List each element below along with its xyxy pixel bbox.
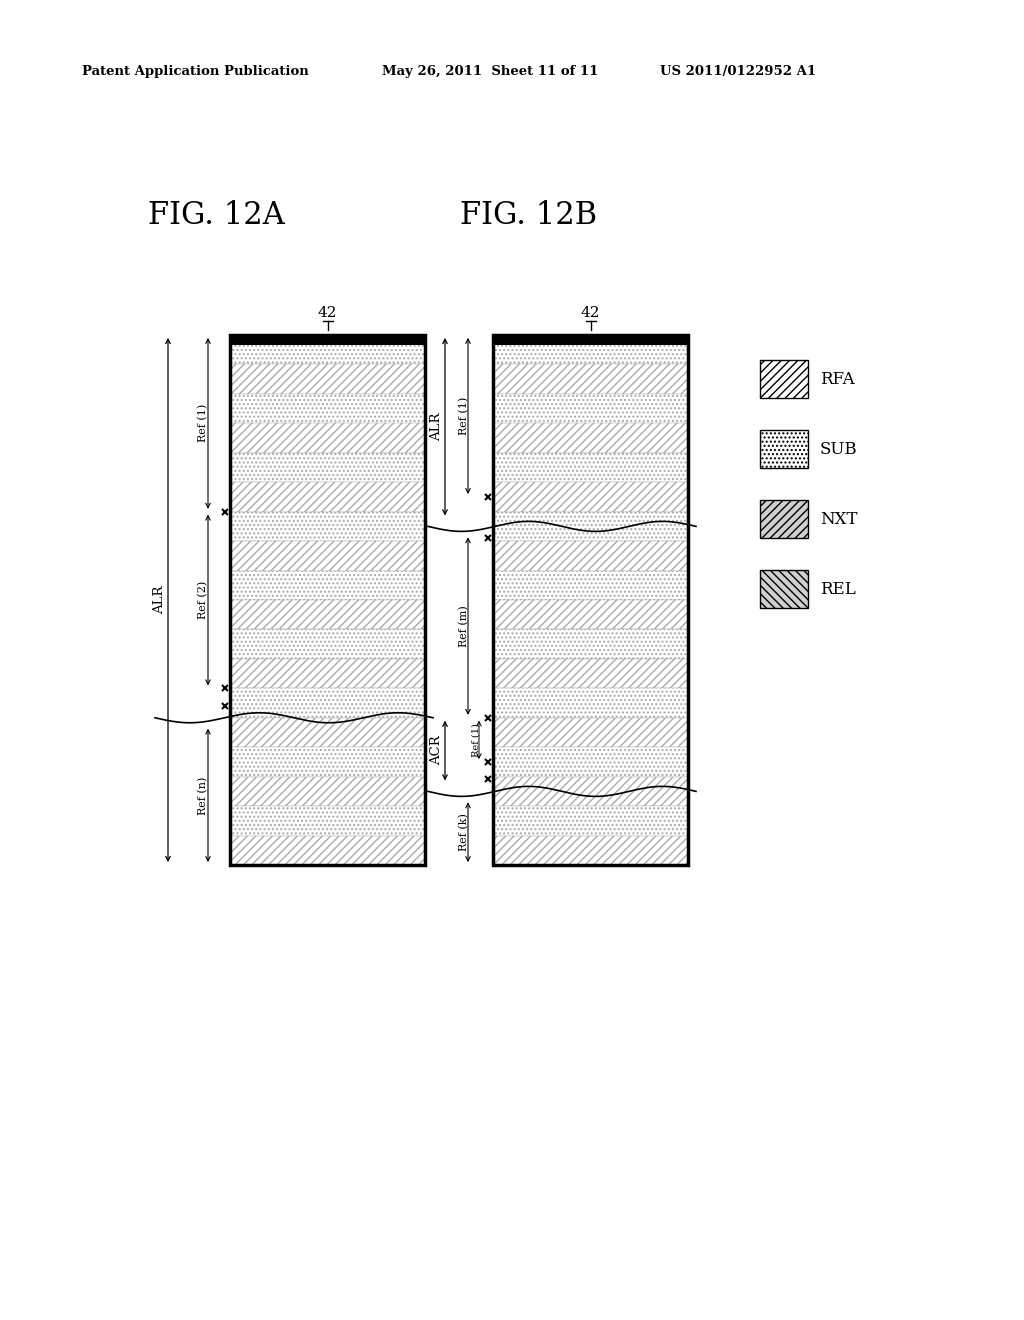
Text: FIG. 12A: FIG. 12A [148,199,285,231]
Bar [230,601,425,630]
Bar [230,541,425,570]
Bar [493,335,688,364]
Bar [230,335,425,345]
Bar [493,424,688,453]
Bar [230,335,425,364]
Bar [493,601,688,630]
Text: Ref (1): Ref (1) [459,397,469,436]
Text: REL: REL [820,581,856,598]
Bar [230,747,425,776]
Bar [493,335,688,865]
Bar [493,718,688,747]
Bar [760,360,808,399]
Bar [760,500,808,539]
Bar [230,688,425,718]
Bar [493,630,688,659]
Bar [493,688,688,718]
Bar [760,570,808,609]
Text: 42: 42 [581,306,600,319]
Text: ACR: ACR [430,735,443,766]
Bar [230,453,425,482]
Bar [230,630,425,659]
Text: ALR: ALR [430,412,443,441]
Text: 42: 42 [317,306,337,319]
Bar [493,747,688,776]
Bar [230,424,425,453]
Text: Ref (m): Ref (m) [459,605,469,647]
Text: Ref (2): Ref (2) [198,581,208,619]
Bar [230,836,425,865]
Bar [230,482,425,512]
Bar [230,659,425,688]
Bar [493,364,688,393]
Text: US 2011/0122952 A1: US 2011/0122952 A1 [660,66,816,78]
Bar [493,512,688,541]
Bar [493,659,688,688]
Text: SUB: SUB [820,441,858,458]
Bar [230,393,425,424]
Bar [230,364,425,393]
Bar [493,453,688,482]
Text: ALR: ALR [154,586,167,614]
Bar [493,807,688,836]
Bar [493,482,688,512]
Bar [493,776,688,807]
Bar [760,430,808,469]
Text: Patent Application Publication: Patent Application Publication [82,66,309,78]
Bar [230,718,425,747]
Bar [230,807,425,836]
Text: Ref (1): Ref (1) [198,404,208,442]
Text: Ref (1): Ref (1) [471,723,480,756]
Text: NXT: NXT [820,511,857,528]
Text: FIG. 12B: FIG. 12B [460,199,597,231]
Bar [493,836,688,865]
Text: Ref (k): Ref (k) [459,813,469,851]
Bar [493,541,688,570]
Text: May 26, 2011  Sheet 11 of 11: May 26, 2011 Sheet 11 of 11 [382,66,598,78]
Bar [493,570,688,601]
Bar [230,570,425,601]
Bar [493,335,688,345]
Text: Ref (n): Ref (n) [198,776,208,814]
Bar [230,335,425,865]
Bar [493,393,688,424]
Bar [230,776,425,807]
Bar [230,512,425,541]
Text: RFA: RFA [820,371,855,388]
